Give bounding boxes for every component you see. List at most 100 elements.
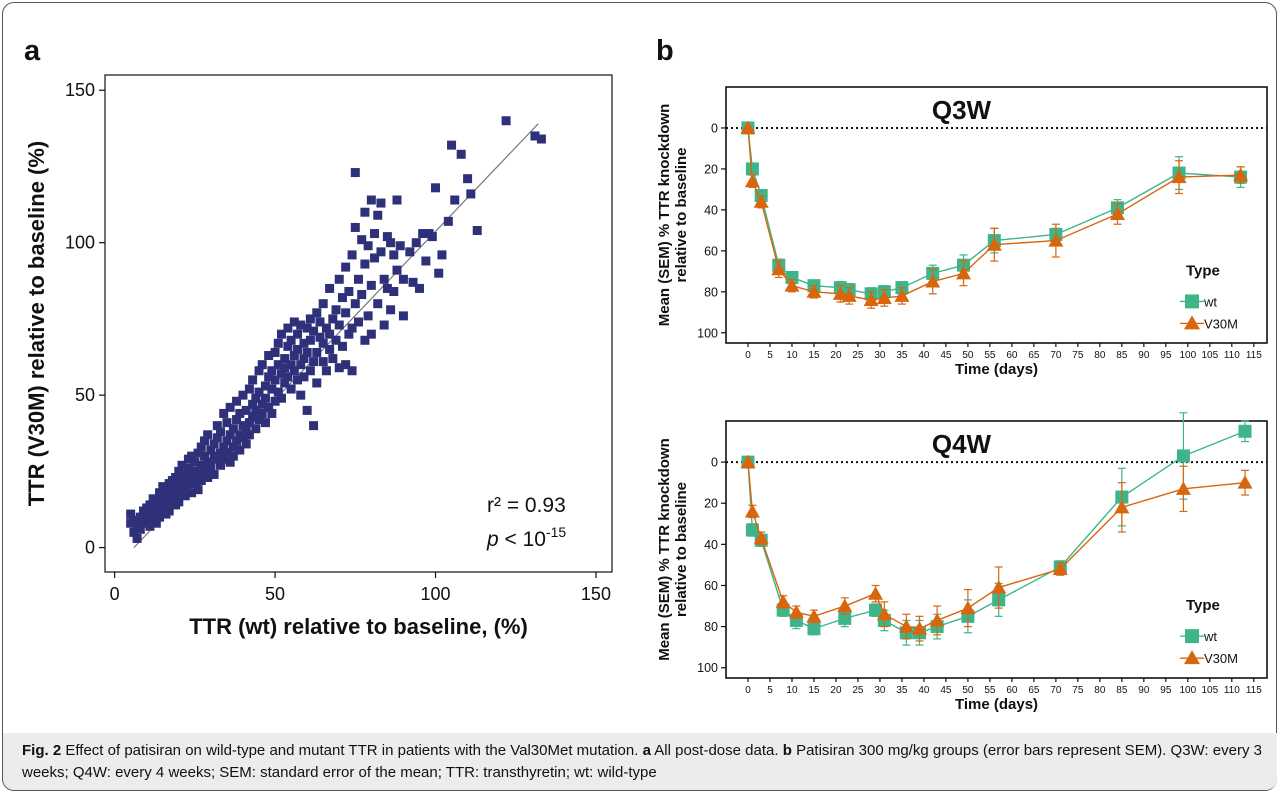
- x-tick-label: 20: [830, 685, 842, 696]
- y-tick-label: 20: [704, 497, 718, 511]
- scatter-point: [536, 134, 546, 144]
- scatter-point: [193, 448, 203, 458]
- scatter-point: [405, 247, 415, 257]
- scatter-point: [196, 476, 206, 486]
- scatter-point: [427, 232, 437, 242]
- x-tick-label: 10: [786, 350, 798, 361]
- y-axis-label-line-1: Mean (SEM) % TTR knockdown: [656, 104, 673, 327]
- x-tick-label: 75: [1072, 350, 1084, 361]
- scatter-point: [328, 354, 338, 364]
- x-tick-label: 40: [918, 685, 930, 696]
- scatter-point: [293, 375, 303, 385]
- data-point-triangle: [894, 288, 910, 302]
- legend-marker-wt: [1185, 629, 1199, 644]
- scatter-point: [196, 442, 206, 452]
- y-tick-label: 150: [65, 80, 95, 100]
- scatter-point: [257, 399, 267, 409]
- scatter-point: [418, 229, 428, 239]
- data-point-triangle: [1171, 169, 1187, 184]
- x-tick-label: 85: [1116, 685, 1128, 696]
- legend-label-v30m: V30M: [1204, 651, 1238, 666]
- y-tick-label: 60: [704, 579, 718, 593]
- scatter-point: [347, 250, 357, 260]
- scatter-point: [299, 338, 309, 348]
- legend-label-v30m: V30M: [1204, 316, 1238, 331]
- scatter-point: [283, 323, 293, 333]
- scatter-point: [193, 485, 203, 495]
- series-line: [747, 127, 1241, 301]
- scatter-point: [248, 399, 258, 409]
- scatter-point: [392, 195, 402, 205]
- caption-label-b: b: [782, 742, 792, 759]
- scatter-point: [302, 347, 312, 357]
- x-tick-label: 100: [1179, 685, 1196, 696]
- scatter-point: [232, 436, 242, 446]
- data-point-square: [745, 523, 759, 537]
- scatter-point: [126, 509, 136, 519]
- data-point-triangle: [863, 292, 879, 306]
- scatter-point: [174, 466, 184, 476]
- scatter-point: [347, 366, 357, 376]
- scatter-point: [219, 454, 229, 464]
- scatter-point: [177, 476, 187, 486]
- data-point-triangle: [1109, 206, 1125, 220]
- scatter-point: [350, 299, 360, 309]
- scatter-point: [360, 335, 370, 345]
- scatter-point: [196, 460, 206, 470]
- x-tick-label: 20: [830, 350, 842, 361]
- scatter-point: [357, 235, 367, 245]
- scatter-point: [241, 424, 251, 434]
- scatter-point: [341, 308, 351, 318]
- scatter-point: [273, 387, 283, 397]
- scatter-point: [216, 427, 226, 437]
- scatter-point: [318, 357, 328, 367]
- data-point-square: [1238, 424, 1252, 438]
- scatter-point: [248, 375, 258, 385]
- scatter-point: [501, 116, 511, 126]
- y-axis-label-line-2: relative to baseline: [673, 482, 690, 617]
- scatter-point: [206, 463, 216, 473]
- x-axis-label: TTR (wt) relative to baseline, (%): [189, 614, 528, 639]
- caption-text-2: All post-dose data.: [650, 742, 783, 759]
- scatter-point: [309, 326, 319, 336]
- scatter-point: [254, 366, 264, 376]
- data-point-triangle: [744, 503, 760, 518]
- legend-marker-v30m: [1184, 315, 1200, 330]
- x-tick-label: 70: [1050, 685, 1062, 696]
- scatter-point: [299, 372, 309, 382]
- scatter-point: [254, 415, 264, 425]
- x-tick-label: 115: [1246, 350, 1262, 361]
- scatter-point: [270, 375, 280, 385]
- data-point-triangle: [1233, 167, 1249, 182]
- y-tick-label: 100: [65, 233, 95, 253]
- data-point-triangle: [788, 604, 804, 619]
- scatter-point: [199, 466, 209, 476]
- scatter-point: [260, 381, 270, 391]
- x-tick-label: 115: [1246, 685, 1262, 696]
- data-point-triangle: [986, 237, 1002, 251]
- data-point-triangle: [806, 608, 822, 623]
- scatter-point: [408, 277, 418, 287]
- x-tick-label: 35: [896, 350, 908, 361]
- scatter-point: [530, 131, 540, 141]
- scatter-point: [180, 469, 190, 479]
- scatter-point: [366, 280, 376, 290]
- scatter-point: [244, 418, 254, 428]
- scatter-point: [187, 451, 197, 461]
- scatter-point: [334, 274, 344, 284]
- x-tick-label: 105: [1201, 685, 1218, 696]
- data-point-square: [869, 603, 883, 617]
- data-point-triangle: [876, 290, 892, 304]
- scatter-point: [148, 494, 158, 504]
- scatter-point: [443, 216, 453, 226]
- x-tick-label: 15: [808, 685, 820, 696]
- scatter-point: [302, 405, 312, 415]
- x-tick-label: 65: [1028, 685, 1040, 696]
- scatter-point: [190, 479, 200, 489]
- x-tick-label: 5: [767, 350, 773, 361]
- scatter-point: [334, 363, 344, 373]
- scatter-point: [354, 317, 363, 327]
- x-tick-label: 150: [581, 584, 611, 604]
- scatter-point: [392, 265, 402, 275]
- y-tick-label: 0: [711, 456, 718, 470]
